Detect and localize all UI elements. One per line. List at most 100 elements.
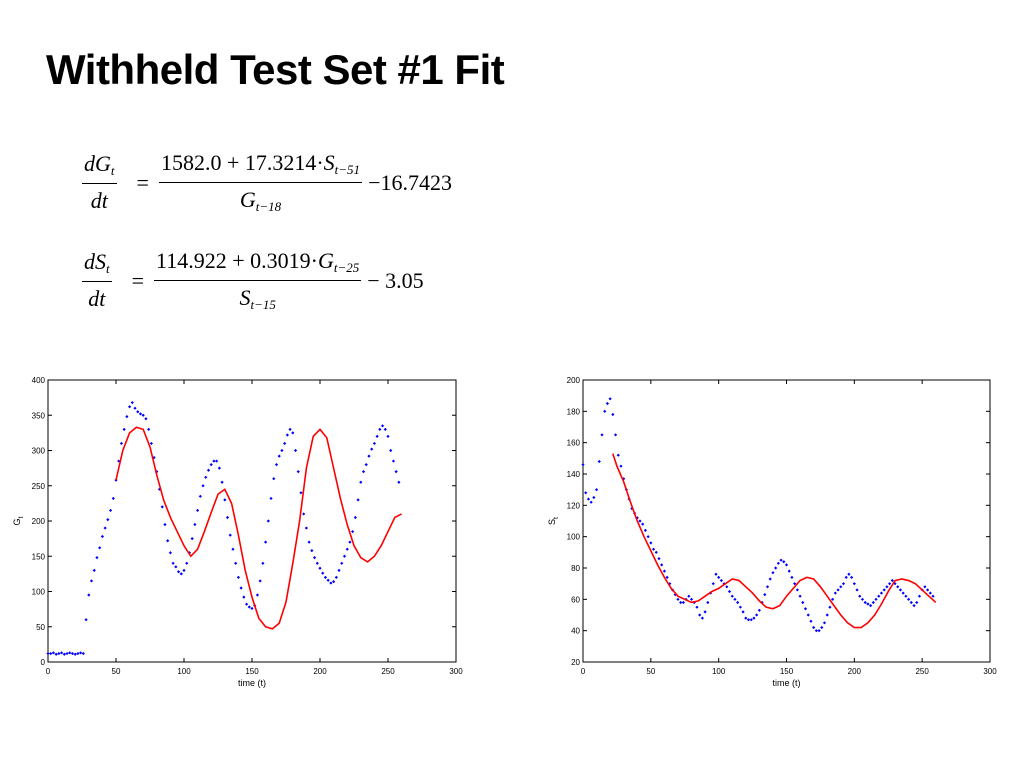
chart1-data-point bbox=[915, 600, 919, 605]
chart0-data-point bbox=[73, 652, 77, 656]
eq2-rhs-den-var: S bbox=[239, 285, 251, 310]
eq1-lhs-den: dt bbox=[90, 188, 108, 213]
chart0-xtick-label: 0 bbox=[46, 667, 51, 676]
chart1-ytick-label: 80 bbox=[571, 564, 580, 573]
chart1-data-point bbox=[871, 600, 875, 605]
chart0-data-point bbox=[342, 554, 347, 558]
eq2-lhs-den: dt bbox=[88, 286, 106, 311]
chart1-data-point bbox=[755, 613, 759, 617]
chart1-data-point bbox=[605, 401, 610, 406]
chart1-ytick-label: 140 bbox=[567, 470, 581, 479]
chart1-data-point bbox=[923, 585, 927, 589]
chart0-data-point bbox=[378, 427, 382, 431]
eq1-lhs-num-var: dG bbox=[84, 151, 111, 176]
chart0-data-point bbox=[389, 448, 393, 453]
chart1-data-point bbox=[907, 597, 911, 601]
chart0-data-point bbox=[380, 424, 385, 428]
chart0-data-point bbox=[337, 568, 341, 572]
chart0-data-point bbox=[174, 565, 178, 569]
chart0-data-point bbox=[383, 427, 387, 431]
eq2-lhs-fraction-bar bbox=[82, 281, 112, 282]
chart0-data-point bbox=[65, 651, 69, 656]
chart0-ytick-label: 350 bbox=[32, 411, 46, 420]
chart0-data-point bbox=[247, 605, 251, 609]
chart0-ytick-label: 50 bbox=[36, 623, 45, 632]
chart0-ytick-label: 150 bbox=[32, 552, 46, 561]
chart-secondary-fit: 0 50 100 150 200 250 300 20 40 60 80 100 120 140 160 18… bbox=[547, 376, 997, 688]
eq2-rhs-num-var: G bbox=[317, 248, 334, 273]
chart0-data-point bbox=[166, 539, 170, 543]
chart0-data-point bbox=[176, 570, 181, 574]
chart0-data-point bbox=[293, 448, 298, 453]
eq2-equals-sign: = bbox=[131, 267, 145, 293]
chart1-ytick-label: 200 bbox=[567, 376, 581, 385]
chart0-data-point bbox=[60, 651, 64, 655]
chart0-data-point bbox=[391, 459, 396, 463]
chart0-data-point bbox=[196, 508, 200, 513]
chart0-data-point bbox=[231, 547, 235, 551]
chart0-data-point bbox=[302, 512, 306, 516]
eq1-lhs-num-sub: t bbox=[110, 163, 115, 178]
chart1-data-point bbox=[863, 600, 867, 605]
chart1-data-point bbox=[888, 582, 892, 586]
chart1-y-axis-label-main: S bbox=[547, 519, 557, 525]
chart1-y-axis-label: St bbox=[547, 517, 560, 525]
chart0-data-point bbox=[234, 561, 238, 565]
chart1-data-point bbox=[698, 613, 702, 617]
chart0-data-point bbox=[68, 651, 72, 655]
chart1-data-point bbox=[795, 588, 799, 592]
chart1-xtick-label: 0 bbox=[581, 667, 586, 676]
chart1-xtick-label: 100 bbox=[712, 667, 726, 676]
chart1-data-point bbox=[860, 597, 865, 601]
chart0-data-point bbox=[108, 508, 113, 513]
chart0-x-axis-label: time (t) bbox=[238, 678, 266, 688]
chart1-data-point bbox=[882, 588, 886, 592]
chart1-data-point bbox=[852, 582, 856, 586]
chart0-xtick-label: 300 bbox=[449, 667, 463, 676]
chart1-data-point bbox=[925, 588, 930, 592]
chart1-data-point bbox=[831, 597, 835, 601]
chart1-xtick-label: 200 bbox=[848, 667, 862, 676]
chart1-data-point bbox=[844, 575, 848, 579]
chart1-ytick-label: 60 bbox=[571, 595, 580, 604]
chart0-ytick-label: 200 bbox=[32, 517, 46, 526]
chart0-data-point bbox=[394, 470, 398, 474]
eq2-rhs-den-sub: t−15 bbox=[250, 297, 276, 312]
eq1-rhs-fraction-bar bbox=[158, 182, 363, 183]
chart1-data-point bbox=[817, 629, 821, 633]
chart1-data-point bbox=[820, 625, 824, 630]
chart1-data-point bbox=[858, 594, 862, 598]
chart0-data-point bbox=[81, 651, 85, 656]
eq1-rhs-fraction: 1582.0 + 17.3214·St−51 Gt−18 bbox=[158, 150, 363, 215]
chart0-data-point bbox=[49, 651, 53, 656]
equation-dS-dt: dSt dt = 114.922 + 0.3019·Gt−25 St−15 − … bbox=[82, 248, 424, 313]
chart0-data-point bbox=[190, 537, 194, 541]
chart1-data-point bbox=[839, 585, 843, 589]
chart1-ytick-label: 160 bbox=[567, 439, 581, 448]
chart0-data-point bbox=[46, 651, 50, 656]
chart0-data-point bbox=[321, 571, 325, 575]
chart1-data-point bbox=[841, 582, 846, 586]
chart1-xtick-label: 300 bbox=[983, 667, 997, 676]
eq2-rhs-fraction: 114.922 + 0.3019·Gt−25 St−15 bbox=[154, 248, 362, 313]
chart1-data-point bbox=[904, 594, 908, 598]
eq2-rhs-num-coeff: 114.922 + 0.3019· bbox=[156, 248, 318, 273]
chart0-xtick-label: 150 bbox=[245, 667, 259, 676]
chart1-xtick-label: 50 bbox=[646, 667, 655, 676]
chart1-ytick-label: 100 bbox=[567, 533, 581, 542]
eq1-rhs-den-var: G bbox=[239, 187, 256, 212]
chart0-data-point bbox=[185, 561, 189, 565]
chart0-xtick-label: 50 bbox=[112, 667, 121, 676]
chart1-data-point bbox=[719, 578, 723, 583]
chart1-data-point bbox=[806, 613, 810, 617]
chart0-y-axis-label-main: G bbox=[12, 518, 22, 525]
eq1-lhs-fraction-bar bbox=[82, 183, 117, 184]
chart0-data-point bbox=[332, 580, 336, 584]
eq1-equals-sign: = bbox=[136, 169, 149, 195]
eq1-rhs-den-sub: t−18 bbox=[255, 199, 282, 214]
chart0-data-point bbox=[367, 454, 371, 458]
chart1-data-point bbox=[774, 566, 778, 570]
chart-glucose-fit: 0 50 100 150 200 250 300 0 50 100 150 200 250 300 350 4… bbox=[12, 376, 463, 688]
eq2-rhs-fraction-bar bbox=[154, 280, 362, 281]
chart0-data-point bbox=[242, 595, 246, 599]
